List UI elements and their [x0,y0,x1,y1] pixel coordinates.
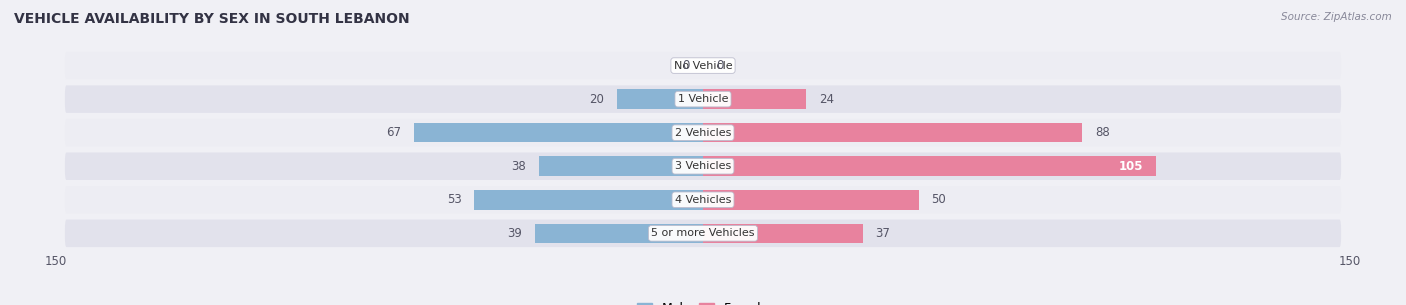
Bar [617,89,703,109]
Text: 53: 53 [447,193,461,206]
Text: No Vehicle: No Vehicle [673,61,733,70]
Text: 1 Vehicle: 1 Vehicle [678,94,728,104]
Text: Source: ZipAtlas.com: Source: ZipAtlas.com [1281,12,1392,22]
Bar [415,123,703,142]
FancyBboxPatch shape [65,119,1341,146]
FancyBboxPatch shape [65,186,1341,213]
Legend: Male, Female: Male, Female [631,297,775,305]
Bar [703,123,1083,142]
Text: 5 or more Vehicles: 5 or more Vehicles [651,228,755,238]
Text: 105: 105 [1118,160,1143,173]
Text: 4 Vehicles: 4 Vehicles [675,195,731,205]
Text: 67: 67 [387,126,401,139]
Text: 3 Vehicles: 3 Vehicles [675,161,731,171]
Text: 24: 24 [820,93,834,106]
Text: VEHICLE AVAILABILITY BY SEX IN SOUTH LEBANON: VEHICLE AVAILABILITY BY SEX IN SOUTH LEB… [14,12,409,26]
Bar [703,89,807,109]
Bar [703,224,862,243]
Text: 50: 50 [932,193,946,206]
Text: 20: 20 [589,93,603,106]
Bar [703,190,918,210]
FancyBboxPatch shape [65,220,1341,247]
Bar [474,190,703,210]
FancyBboxPatch shape [65,52,1341,79]
Bar [534,224,703,243]
Text: 38: 38 [512,160,526,173]
Text: 2 Vehicles: 2 Vehicles [675,128,731,138]
FancyBboxPatch shape [65,85,1341,113]
Bar [538,156,703,176]
Text: 39: 39 [508,227,522,240]
Bar [703,156,1156,176]
Text: 0: 0 [683,59,690,72]
Text: 88: 88 [1095,126,1111,139]
Text: 0: 0 [716,59,723,72]
FancyBboxPatch shape [65,152,1341,180]
Text: 37: 37 [876,227,890,240]
